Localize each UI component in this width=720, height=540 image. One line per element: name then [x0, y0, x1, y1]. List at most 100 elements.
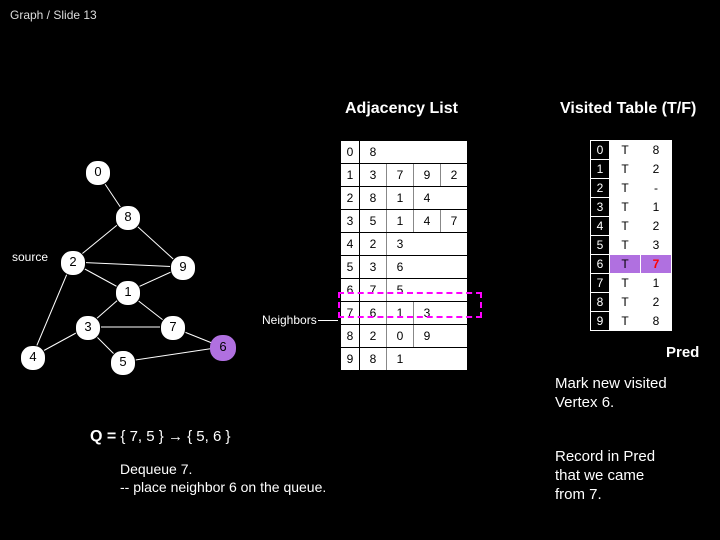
- step-2: -- place neighbor 6 on the queue.: [120, 478, 326, 496]
- graph-node-8: 8: [115, 205, 141, 231]
- graph-node-3: 3: [75, 315, 101, 341]
- adj-row-3: 35147: [341, 210, 467, 233]
- visited-state: T: [610, 141, 641, 160]
- visited-pred: 3: [641, 236, 672, 255]
- visited-pred: 8: [641, 312, 672, 331]
- visited-idx: 8: [591, 293, 610, 312]
- adj-vals: 36: [360, 256, 413, 278]
- adj-cell: 2: [360, 233, 387, 255]
- adj-idx: 1: [341, 164, 360, 186]
- adj-cell: 6: [360, 302, 387, 324]
- visited-pred: 1: [641, 198, 672, 217]
- adj-idx: 5: [341, 256, 360, 278]
- graph-node-7: 7: [160, 315, 186, 341]
- visited-state: T: [610, 312, 641, 331]
- visited-idx: 4: [591, 217, 610, 236]
- visited-state: T: [610, 255, 641, 274]
- adjacency-title: Adjacency List: [345, 100, 458, 118]
- visited-pred: -: [641, 179, 672, 198]
- visited-state: T: [610, 217, 641, 236]
- adj-cell: 7: [360, 279, 387, 301]
- graph-node-9: 9: [170, 255, 196, 281]
- graph-node-4: 4: [20, 345, 46, 371]
- visited-pred: 7: [641, 255, 672, 274]
- note-visited: Mark new visited Vertex 6.: [555, 375, 667, 413]
- step-1: Dequeue 7.: [120, 460, 326, 478]
- graph-node-5: 5: [110, 350, 136, 376]
- pred-col-label: Pred: [666, 344, 699, 361]
- visited-row-9: 9T8: [591, 312, 672, 331]
- adj-cell: 5: [360, 210, 387, 232]
- note-visited-l2: Vertex 6.: [555, 394, 667, 413]
- note-pred: Record in Pred that we came from 7.: [555, 448, 655, 504]
- neighbors-arrow: [318, 320, 338, 321]
- adj-cell: 3: [360, 164, 387, 186]
- visited-idx: 6: [591, 255, 610, 274]
- adj-row-4: 423: [341, 233, 467, 256]
- visited-pred: 2: [641, 217, 672, 236]
- graph-node-6: 6: [210, 335, 236, 361]
- note-visited-l1: Mark new visited: [555, 375, 667, 394]
- visited-row-8: 8T2: [591, 293, 672, 312]
- steps-block: Dequeue 7. -- place neighbor 6 on the qu…: [120, 460, 326, 496]
- visited-pred: 2: [641, 293, 672, 312]
- adj-idx: 3: [341, 210, 360, 232]
- adj-cell: 9: [414, 164, 441, 186]
- adj-idx: 6: [341, 279, 360, 301]
- adj-vals: 81: [360, 348, 413, 370]
- visited-state: T: [610, 160, 641, 179]
- adj-row-2: 2814: [341, 187, 467, 210]
- adj-idx: 4: [341, 233, 360, 255]
- visited-state: T: [610, 274, 641, 293]
- graph-diagram: 08 2 9 13 76 4 5: [0, 120, 260, 380]
- visited-row-1: 1T2: [591, 160, 672, 179]
- visited-row-7: 7T1: [591, 274, 672, 293]
- adj-cell: 4: [414, 187, 440, 209]
- adj-vals: 3792: [360, 164, 467, 186]
- graph-node-2: 2: [60, 250, 86, 276]
- visited-idx: 1: [591, 160, 610, 179]
- graph-node-1: 1: [115, 280, 141, 306]
- visited-table: 0T81T22T-3T14T25T36T77T18T29T8: [590, 140, 672, 331]
- visited-state: T: [610, 198, 641, 217]
- adj-vals: 209: [360, 325, 440, 347]
- queue-line: Q = { 7, 5 } → { 5, 6 }: [90, 428, 231, 446]
- adj-row-0: 08: [341, 141, 467, 164]
- adj-cell: 8: [360, 348, 387, 370]
- adj-cell: 5: [387, 279, 413, 301]
- adj-idx: 2: [341, 187, 360, 209]
- adj-row-9: 981: [341, 348, 467, 370]
- visited-idx: 7: [591, 274, 610, 293]
- visited-idx: 9: [591, 312, 610, 331]
- visited-idx: 0: [591, 141, 610, 160]
- adj-cell: 4: [414, 210, 441, 232]
- adj-cell: 1: [387, 210, 414, 232]
- note-pred-l2: that we came: [555, 467, 655, 486]
- adj-row-5: 536: [341, 256, 467, 279]
- adj-cell: 3: [360, 256, 387, 278]
- adj-idx: 9: [341, 348, 360, 370]
- visited-row-3: 3T1: [591, 198, 672, 217]
- adj-cell: 8: [360, 141, 386, 163]
- adj-row-7: 7613: [341, 302, 467, 325]
- adj-cell: 1: [387, 187, 414, 209]
- adj-cell: 1: [387, 302, 414, 324]
- neighbors-label: Neighbors: [262, 313, 317, 327]
- adj-vals: 814: [360, 187, 440, 209]
- queue-text: { 7, 5 } → { 5, 6 }: [120, 428, 230, 445]
- adj-cell: 7: [387, 164, 414, 186]
- adj-vals: 5147: [360, 210, 467, 232]
- adj-vals: 8: [360, 141, 386, 163]
- visited-state: T: [610, 293, 641, 312]
- adj-idx: 0: [341, 141, 360, 163]
- visited-idx: 5: [591, 236, 610, 255]
- visited-row-0: 0T8: [591, 141, 672, 160]
- visited-row-2: 2T-: [591, 179, 672, 198]
- adj-cell: 9: [414, 325, 440, 347]
- graph-node-0: 0: [85, 160, 111, 186]
- visited-title: Visited Table (T/F): [560, 100, 696, 118]
- adj-cell: 0: [387, 325, 414, 347]
- visited-state: T: [610, 179, 641, 198]
- adj-vals: 75: [360, 279, 413, 301]
- queue-label: Q =: [90, 428, 116, 445]
